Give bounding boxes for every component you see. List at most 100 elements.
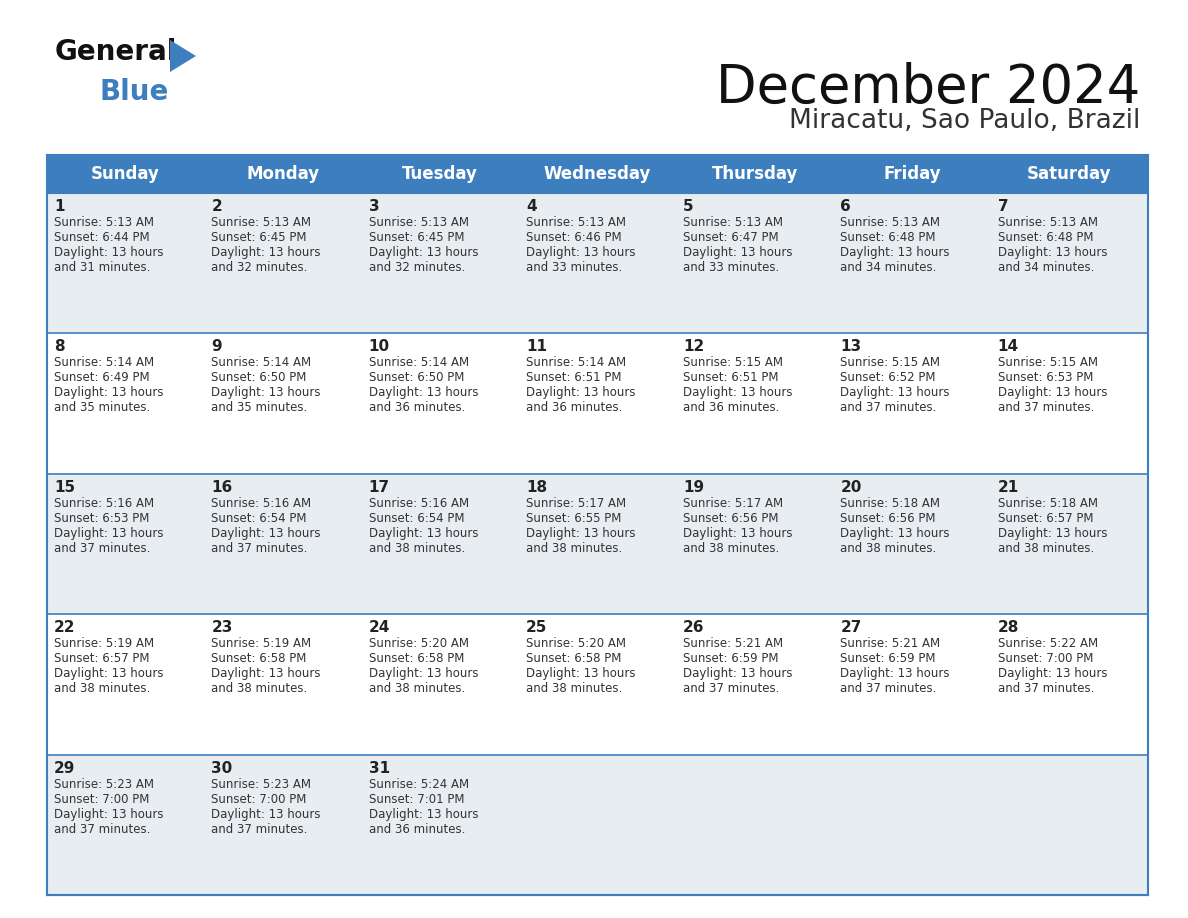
Text: Daylight: 13 hours: Daylight: 13 hours — [526, 667, 636, 680]
Text: Daylight: 13 hours: Daylight: 13 hours — [211, 527, 321, 540]
Text: 15: 15 — [53, 480, 75, 495]
Text: 28: 28 — [998, 621, 1019, 635]
Text: and 37 minutes.: and 37 minutes. — [998, 401, 1094, 414]
Bar — [48, 333, 204, 474]
Bar — [48, 755, 204, 895]
Text: Sunset: 6:56 PM: Sunset: 6:56 PM — [683, 512, 778, 525]
Text: Daylight: 13 hours: Daylight: 13 hours — [53, 386, 164, 399]
Text: Sunrise: 5:18 AM: Sunrise: 5:18 AM — [998, 497, 1098, 509]
Text: Sunrise: 5:15 AM: Sunrise: 5:15 AM — [998, 356, 1098, 369]
Text: and 37 minutes.: and 37 minutes. — [683, 682, 779, 695]
Text: and 37 minutes.: and 37 minutes. — [211, 823, 308, 835]
Text: Daylight: 13 hours: Daylight: 13 hours — [368, 527, 478, 540]
Text: Sunrise: 5:14 AM: Sunrise: 5:14 AM — [368, 356, 469, 369]
Text: Daylight: 13 hours: Daylight: 13 hours — [840, 246, 950, 259]
Text: and 34 minutes.: and 34 minutes. — [840, 261, 937, 274]
Text: 21: 21 — [998, 480, 1019, 495]
Text: Monday: Monday — [246, 165, 320, 183]
Text: Sunset: 6:57 PM: Sunset: 6:57 PM — [998, 512, 1093, 525]
Text: Sunrise: 5:19 AM: Sunrise: 5:19 AM — [211, 637, 311, 650]
Text: and 36 minutes.: and 36 minutes. — [368, 823, 465, 835]
Text: Sunrise: 5:15 AM: Sunrise: 5:15 AM — [683, 356, 783, 369]
Text: Sunrise: 5:15 AM: Sunrise: 5:15 AM — [840, 356, 941, 369]
Text: 16: 16 — [211, 480, 233, 495]
Text: and 33 minutes.: and 33 minutes. — [526, 261, 623, 274]
Text: Sunrise: 5:13 AM: Sunrise: 5:13 AM — [683, 216, 783, 229]
Text: Daylight: 13 hours: Daylight: 13 hours — [683, 527, 792, 540]
Text: Daylight: 13 hours: Daylight: 13 hours — [211, 386, 321, 399]
Text: Daylight: 13 hours: Daylight: 13 hours — [998, 667, 1107, 680]
Text: Sunrise: 5:13 AM: Sunrise: 5:13 AM — [840, 216, 941, 229]
Text: and 38 minutes.: and 38 minutes. — [368, 682, 465, 695]
Text: Sunrise: 5:14 AM: Sunrise: 5:14 AM — [211, 356, 311, 369]
Text: Sunrise: 5:24 AM: Sunrise: 5:24 AM — [368, 778, 469, 790]
Text: Sunrise: 5:21 AM: Sunrise: 5:21 AM — [840, 637, 941, 650]
Text: Sunrise: 5:16 AM: Sunrise: 5:16 AM — [53, 497, 154, 509]
Text: Sunset: 7:00 PM: Sunset: 7:00 PM — [53, 792, 150, 806]
Text: Sunrise: 5:19 AM: Sunrise: 5:19 AM — [53, 637, 154, 650]
Text: Sunrise: 5:23 AM: Sunrise: 5:23 AM — [211, 778, 311, 790]
Bar — [48, 155, 1148, 193]
Text: Daylight: 13 hours: Daylight: 13 hours — [683, 667, 792, 680]
Text: Sunset: 6:51 PM: Sunset: 6:51 PM — [683, 372, 778, 385]
Bar — [48, 474, 204, 614]
Text: 14: 14 — [998, 340, 1019, 354]
Text: and 37 minutes.: and 37 minutes. — [840, 682, 937, 695]
Text: and 38 minutes.: and 38 minutes. — [211, 682, 308, 695]
Text: Friday: Friday — [883, 165, 941, 183]
Bar — [48, 614, 204, 755]
Text: and 35 minutes.: and 35 minutes. — [211, 401, 308, 414]
Bar — [361, 333, 519, 474]
Text: 12: 12 — [683, 340, 704, 354]
Text: 13: 13 — [840, 340, 861, 354]
Text: and 32 minutes.: and 32 minutes. — [368, 261, 465, 274]
Text: Daylight: 13 hours: Daylight: 13 hours — [840, 667, 950, 680]
Bar — [361, 474, 519, 614]
Text: Daylight: 13 hours: Daylight: 13 hours — [526, 527, 636, 540]
Text: 26: 26 — [683, 621, 704, 635]
Text: Sunrise: 5:16 AM: Sunrise: 5:16 AM — [211, 497, 311, 509]
Text: Sunrise: 5:21 AM: Sunrise: 5:21 AM — [683, 637, 783, 650]
Text: Daylight: 13 hours: Daylight: 13 hours — [211, 808, 321, 821]
Text: 30: 30 — [211, 761, 233, 776]
Text: and 38 minutes.: and 38 minutes. — [998, 542, 1094, 554]
Text: Sunrise: 5:16 AM: Sunrise: 5:16 AM — [368, 497, 469, 509]
Text: Sunset: 6:52 PM: Sunset: 6:52 PM — [840, 372, 936, 385]
Text: Sunset: 6:45 PM: Sunset: 6:45 PM — [368, 231, 465, 244]
Bar — [991, 333, 1148, 474]
Text: and 38 minutes.: and 38 minutes. — [840, 542, 936, 554]
Text: Sunset: 6:53 PM: Sunset: 6:53 PM — [998, 372, 1093, 385]
Bar — [519, 333, 676, 474]
Text: and 37 minutes.: and 37 minutes. — [840, 401, 937, 414]
Bar — [204, 755, 361, 895]
Text: Thursday: Thursday — [712, 165, 798, 183]
Text: General: General — [55, 38, 177, 66]
Text: Daylight: 13 hours: Daylight: 13 hours — [368, 386, 478, 399]
Text: 24: 24 — [368, 621, 390, 635]
Text: Daylight: 13 hours: Daylight: 13 hours — [683, 246, 792, 259]
Bar — [834, 193, 991, 333]
Text: Sunset: 6:45 PM: Sunset: 6:45 PM — [211, 231, 307, 244]
Text: Sunset: 6:50 PM: Sunset: 6:50 PM — [211, 372, 307, 385]
Text: Daylight: 13 hours: Daylight: 13 hours — [998, 527, 1107, 540]
Bar — [834, 755, 991, 895]
Text: Sunset: 7:01 PM: Sunset: 7:01 PM — [368, 792, 465, 806]
Text: Daylight: 13 hours: Daylight: 13 hours — [368, 808, 478, 821]
Text: Daylight: 13 hours: Daylight: 13 hours — [211, 667, 321, 680]
Text: Sunrise: 5:20 AM: Sunrise: 5:20 AM — [368, 637, 468, 650]
Text: and 38 minutes.: and 38 minutes. — [526, 542, 623, 554]
Bar — [204, 474, 361, 614]
Text: Sunset: 6:48 PM: Sunset: 6:48 PM — [998, 231, 1093, 244]
Bar — [48, 193, 204, 333]
Text: 19: 19 — [683, 480, 704, 495]
Text: and 32 minutes.: and 32 minutes. — [211, 261, 308, 274]
Text: 8: 8 — [53, 340, 64, 354]
Bar — [834, 474, 991, 614]
Text: Tuesday: Tuesday — [403, 165, 478, 183]
Text: and 37 minutes.: and 37 minutes. — [53, 542, 151, 554]
Text: Sunset: 6:58 PM: Sunset: 6:58 PM — [211, 652, 307, 666]
Text: 29: 29 — [53, 761, 75, 776]
Text: and 38 minutes.: and 38 minutes. — [368, 542, 465, 554]
Text: Daylight: 13 hours: Daylight: 13 hours — [840, 527, 950, 540]
Text: and 37 minutes.: and 37 minutes. — [53, 823, 151, 835]
